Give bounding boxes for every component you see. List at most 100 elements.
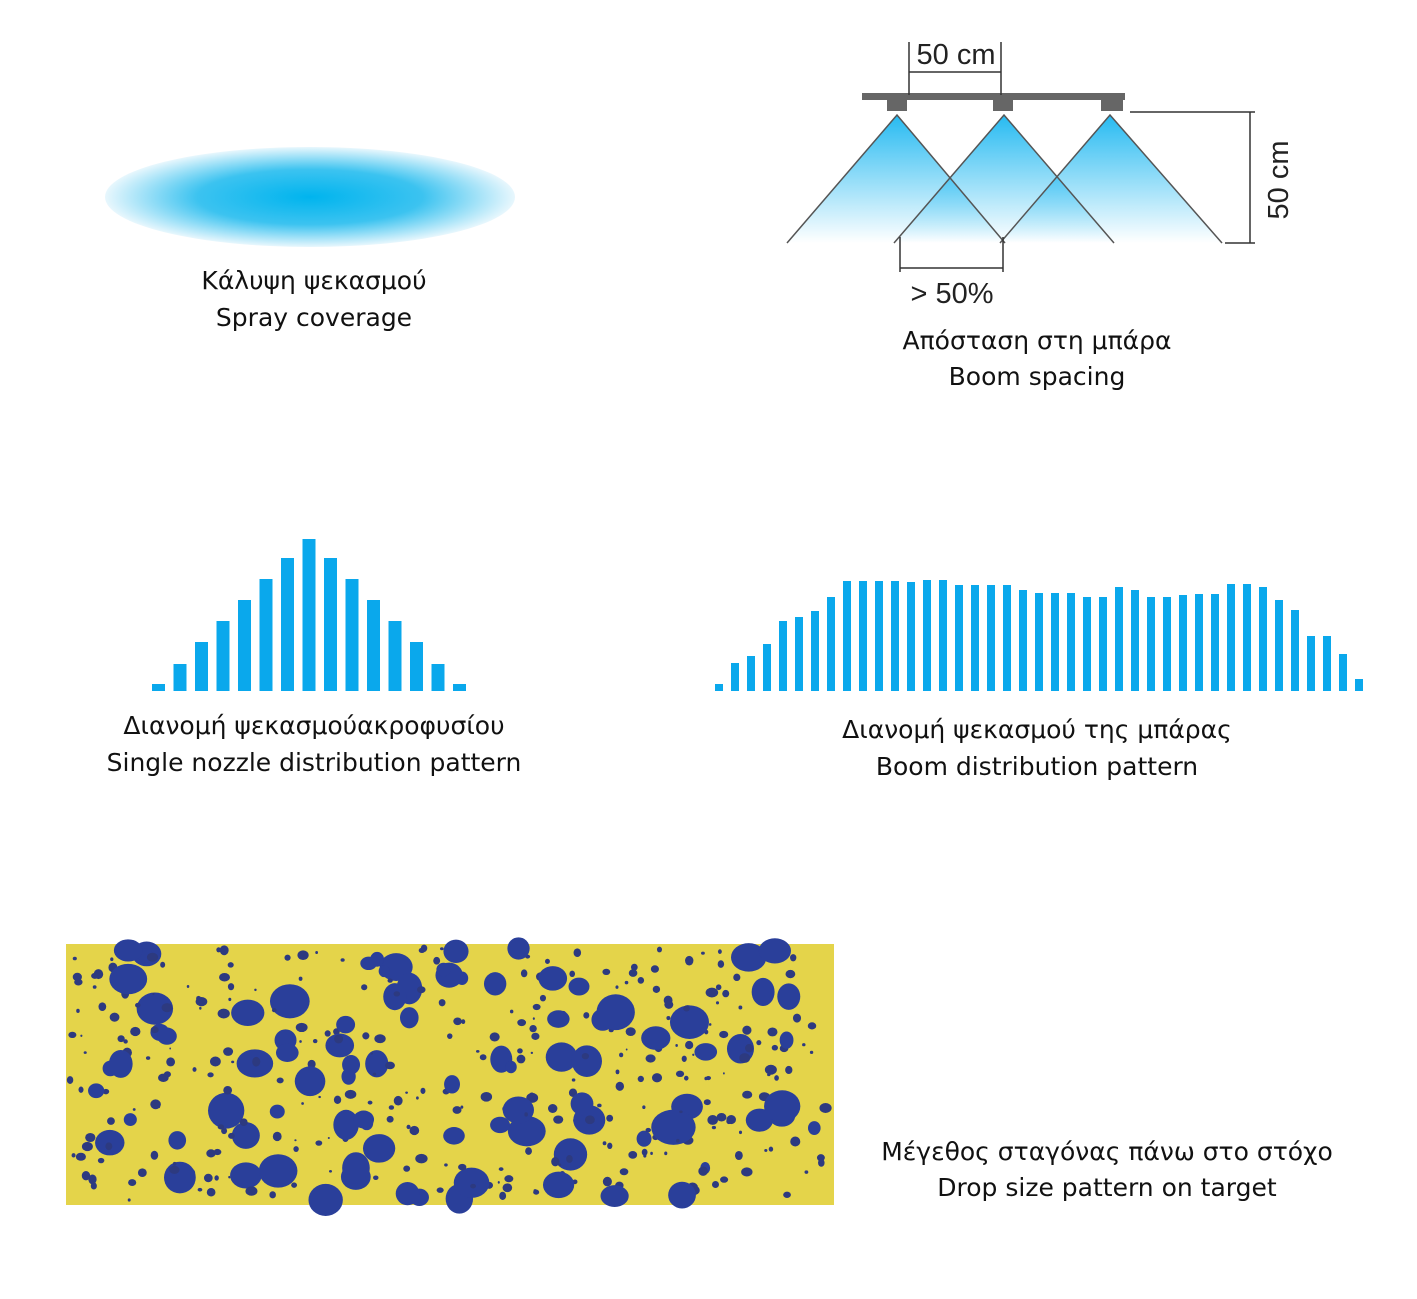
droplet (615, 1081, 625, 1091)
dimension-label: 50 cm (1263, 141, 1295, 220)
droplet (433, 956, 441, 965)
caption: Απόσταση στη μπάρα (903, 326, 1172, 355)
droplet (117, 1035, 125, 1043)
droplet (684, 1075, 689, 1081)
droplet (315, 950, 319, 955)
droplet (597, 1103, 602, 1108)
droplet (370, 1052, 373, 1055)
bar-shape (779, 621, 787, 691)
caption: Spray coverage (216, 303, 412, 332)
bar-shape (1179, 595, 1187, 691)
droplet (372, 1072, 377, 1076)
droplet (624, 980, 629, 985)
droplet (294, 1066, 326, 1097)
droplet (81, 1171, 91, 1181)
droplet (566, 1154, 573, 1163)
bar-shape (1323, 636, 1331, 691)
droplet (642, 1105, 646, 1109)
droplet (650, 1151, 653, 1156)
droplet (707, 1115, 719, 1125)
bar-shape (431, 664, 445, 691)
droplet (694, 1043, 718, 1061)
bar-shape (388, 621, 402, 691)
droplet (361, 984, 368, 991)
droplet (400, 1007, 419, 1029)
bar-shape (747, 656, 755, 691)
droplet (109, 963, 148, 995)
droplet (479, 1054, 487, 1061)
droplet (172, 1161, 177, 1166)
droplet (529, 1024, 537, 1033)
droplet (447, 1033, 453, 1039)
droplet (252, 1056, 261, 1067)
droplet (502, 1183, 513, 1193)
droplet (637, 1075, 644, 1083)
droplet (333, 1095, 342, 1104)
droplet (254, 988, 257, 992)
droplet (551, 1157, 560, 1167)
bar-shape (216, 621, 230, 691)
droplet (774, 1075, 779, 1081)
droplet (751, 977, 775, 1007)
droplet (692, 1053, 695, 1056)
bar-shape (1227, 584, 1235, 691)
droplet (367, 1100, 373, 1105)
droplet (92, 985, 97, 989)
droplet (217, 1008, 230, 1019)
droplet (645, 1127, 651, 1133)
droplet (406, 1124, 411, 1130)
droplet (239, 1118, 248, 1127)
droplet (570, 1092, 594, 1116)
caption: Single nozzle distribution pattern (107, 748, 522, 777)
droplet (328, 1169, 333, 1173)
droplet (458, 1163, 467, 1171)
caption: Boom distribution pattern (876, 752, 1198, 781)
droplet (353, 1110, 375, 1129)
droplet (600, 1185, 629, 1207)
droplet (66, 1076, 74, 1084)
bar-shape (731, 663, 739, 691)
droplet (231, 1122, 260, 1149)
droplet (666, 1015, 671, 1021)
droplet (533, 1189, 537, 1192)
bar-shape (939, 580, 947, 691)
droplet (258, 1154, 298, 1188)
droplet (362, 1032, 370, 1040)
droplet (568, 977, 590, 996)
droplet (726, 1118, 732, 1125)
droplet (444, 1075, 460, 1094)
droplet (807, 1121, 821, 1135)
droplet (630, 963, 638, 971)
droplet (168, 1131, 187, 1150)
droplet (301, 1102, 304, 1105)
droplet (802, 1043, 806, 1047)
droplet (78, 1086, 84, 1093)
droplet (405, 1091, 408, 1094)
bar-shape (1035, 593, 1043, 691)
droplet (756, 1040, 762, 1046)
droplet (403, 1165, 411, 1172)
droplet (545, 1042, 578, 1072)
bar-shape (907, 582, 915, 691)
droplet (498, 1167, 504, 1171)
droplet (88, 1174, 97, 1185)
droplet (378, 965, 390, 978)
droplet (157, 1027, 177, 1045)
droplet (214, 1175, 219, 1181)
droplet (453, 1167, 490, 1198)
droplet (453, 1017, 462, 1026)
bar-shape (1067, 593, 1075, 691)
droplet (651, 1073, 663, 1083)
droplet (516, 1054, 526, 1064)
droplet (123, 1039, 128, 1044)
droplet (679, 1110, 683, 1114)
bar-shape (195, 642, 208, 691)
droplet (128, 1179, 137, 1186)
droplet (362, 1134, 396, 1163)
droplet (517, 1048, 523, 1054)
bar-shape (987, 585, 995, 691)
droplet (227, 983, 235, 991)
droplet (470, 1183, 476, 1189)
droplet (602, 1176, 612, 1187)
droplet (777, 983, 801, 1010)
